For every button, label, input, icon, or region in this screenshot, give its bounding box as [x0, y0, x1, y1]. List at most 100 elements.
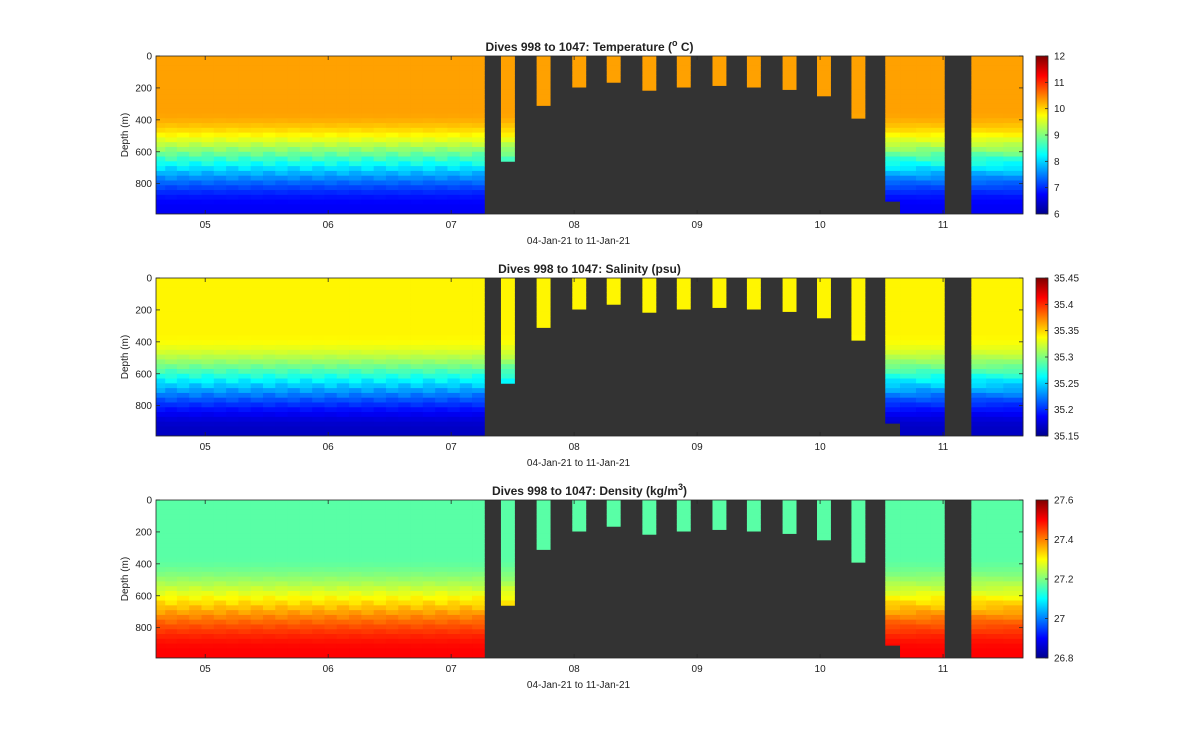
data-cell: [851, 316, 866, 322]
data-cell: [472, 595, 485, 601]
data-cell: [900, 416, 917, 423]
data-cell: [275, 619, 288, 625]
data-cell: [361, 354, 375, 360]
data-cell: [312, 368, 325, 375]
data-cell: [373, 552, 387, 558]
data-cell: [1003, 108, 1024, 114]
data-cell: [275, 610, 288, 616]
data-cell: [336, 519, 350, 525]
data-cell: [324, 282, 338, 288]
data-cell: [1003, 65, 1024, 71]
data-cell: [410, 297, 424, 303]
data-cell: [373, 543, 387, 549]
data-cell: [398, 161, 411, 167]
data-cell: [447, 368, 461, 375]
data-cell: [238, 278, 252, 284]
data-cell: [398, 132, 411, 138]
data-cell: [1003, 547, 1024, 554]
data-cell: [287, 132, 301, 138]
data-cell: [916, 349, 932, 356]
data-cell: [213, 204, 227, 210]
dive-column: [262, 278, 276, 436]
data-cell: [324, 567, 338, 573]
data-cell: [226, 388, 239, 394]
data-cell: [472, 368, 485, 375]
data-cell: [1003, 340, 1024, 346]
data-cell: [312, 519, 325, 525]
data-cell: [189, 552, 202, 558]
data-cell: [851, 301, 866, 308]
data-cell: [986, 383, 1004, 389]
data-cell: [262, 653, 276, 658]
x-tick-label: 11: [938, 442, 949, 453]
data-cell: [410, 571, 424, 578]
data-cell: [410, 557, 424, 563]
data-cell: [324, 175, 338, 181]
data-cell: [226, 180, 239, 186]
data-cell: [1003, 614, 1024, 621]
data-cell: [971, 60, 987, 66]
data-cell: [189, 354, 202, 360]
data-cell: [459, 426, 473, 432]
data-cell: [299, 175, 313, 181]
data-cell: [930, 316, 945, 322]
data-cell: [361, 590, 375, 597]
data-cell: [410, 282, 424, 288]
data-cell: [336, 359, 350, 365]
data-cell: [971, 70, 987, 76]
data-cell: [435, 509, 448, 515]
data-cell: [324, 514, 338, 520]
data-cell: [287, 113, 301, 119]
data-cell: [900, 619, 917, 625]
data-cell: [930, 407, 945, 413]
data-cell: [156, 653, 166, 658]
data-cell: [385, 533, 399, 539]
data-cell: [900, 185, 917, 191]
data-cell: [165, 103, 178, 110]
data-cell: [324, 194, 338, 201]
data-cell: [900, 378, 917, 384]
data-cell: [201, 316, 215, 322]
data-cell: [606, 278, 621, 284]
data-cell: [176, 185, 190, 191]
data-cell: [1003, 146, 1024, 153]
data-cell: [324, 330, 338, 336]
data-cell: [500, 292, 515, 298]
data-cell: [916, 190, 932, 196]
data-cell: [435, 161, 448, 167]
data-cell: [373, 127, 387, 134]
data-cell: [398, 340, 411, 346]
dive-column: [435, 500, 448, 658]
dive-column: [642, 278, 657, 313]
data-cell: [916, 392, 932, 399]
data-cell: [250, 340, 264, 346]
data-cell: [262, 509, 276, 515]
data-cell: [930, 325, 945, 332]
data-cell: [435, 412, 448, 418]
data-cell: [971, 514, 987, 520]
data-cell: [986, 89, 1004, 95]
data-cell: [361, 359, 375, 365]
data-cell: [447, 79, 461, 86]
data-cell: [459, 431, 473, 436]
data-cell: [361, 306, 375, 312]
data-cell: [572, 278, 587, 284]
data-cell: [385, 562, 399, 568]
data-cell: [189, 84, 202, 90]
data-cell: [900, 156, 917, 162]
data-cell: [250, 175, 264, 181]
data-cell: [435, 610, 448, 616]
data-cell: [176, 643, 190, 649]
data-cell: [447, 335, 461, 341]
data-cell: [287, 547, 301, 554]
data-cell: [447, 330, 461, 336]
data-cell: [422, 359, 436, 365]
data-cell: [422, 421, 436, 427]
data-cell: [213, 407, 227, 413]
data-cell: [189, 292, 202, 298]
data-cell: [226, 595, 239, 601]
data-cell: [287, 335, 301, 341]
data-cell: [398, 103, 411, 110]
data-cell: [226, 282, 239, 288]
data-cell: [572, 306, 587, 310]
